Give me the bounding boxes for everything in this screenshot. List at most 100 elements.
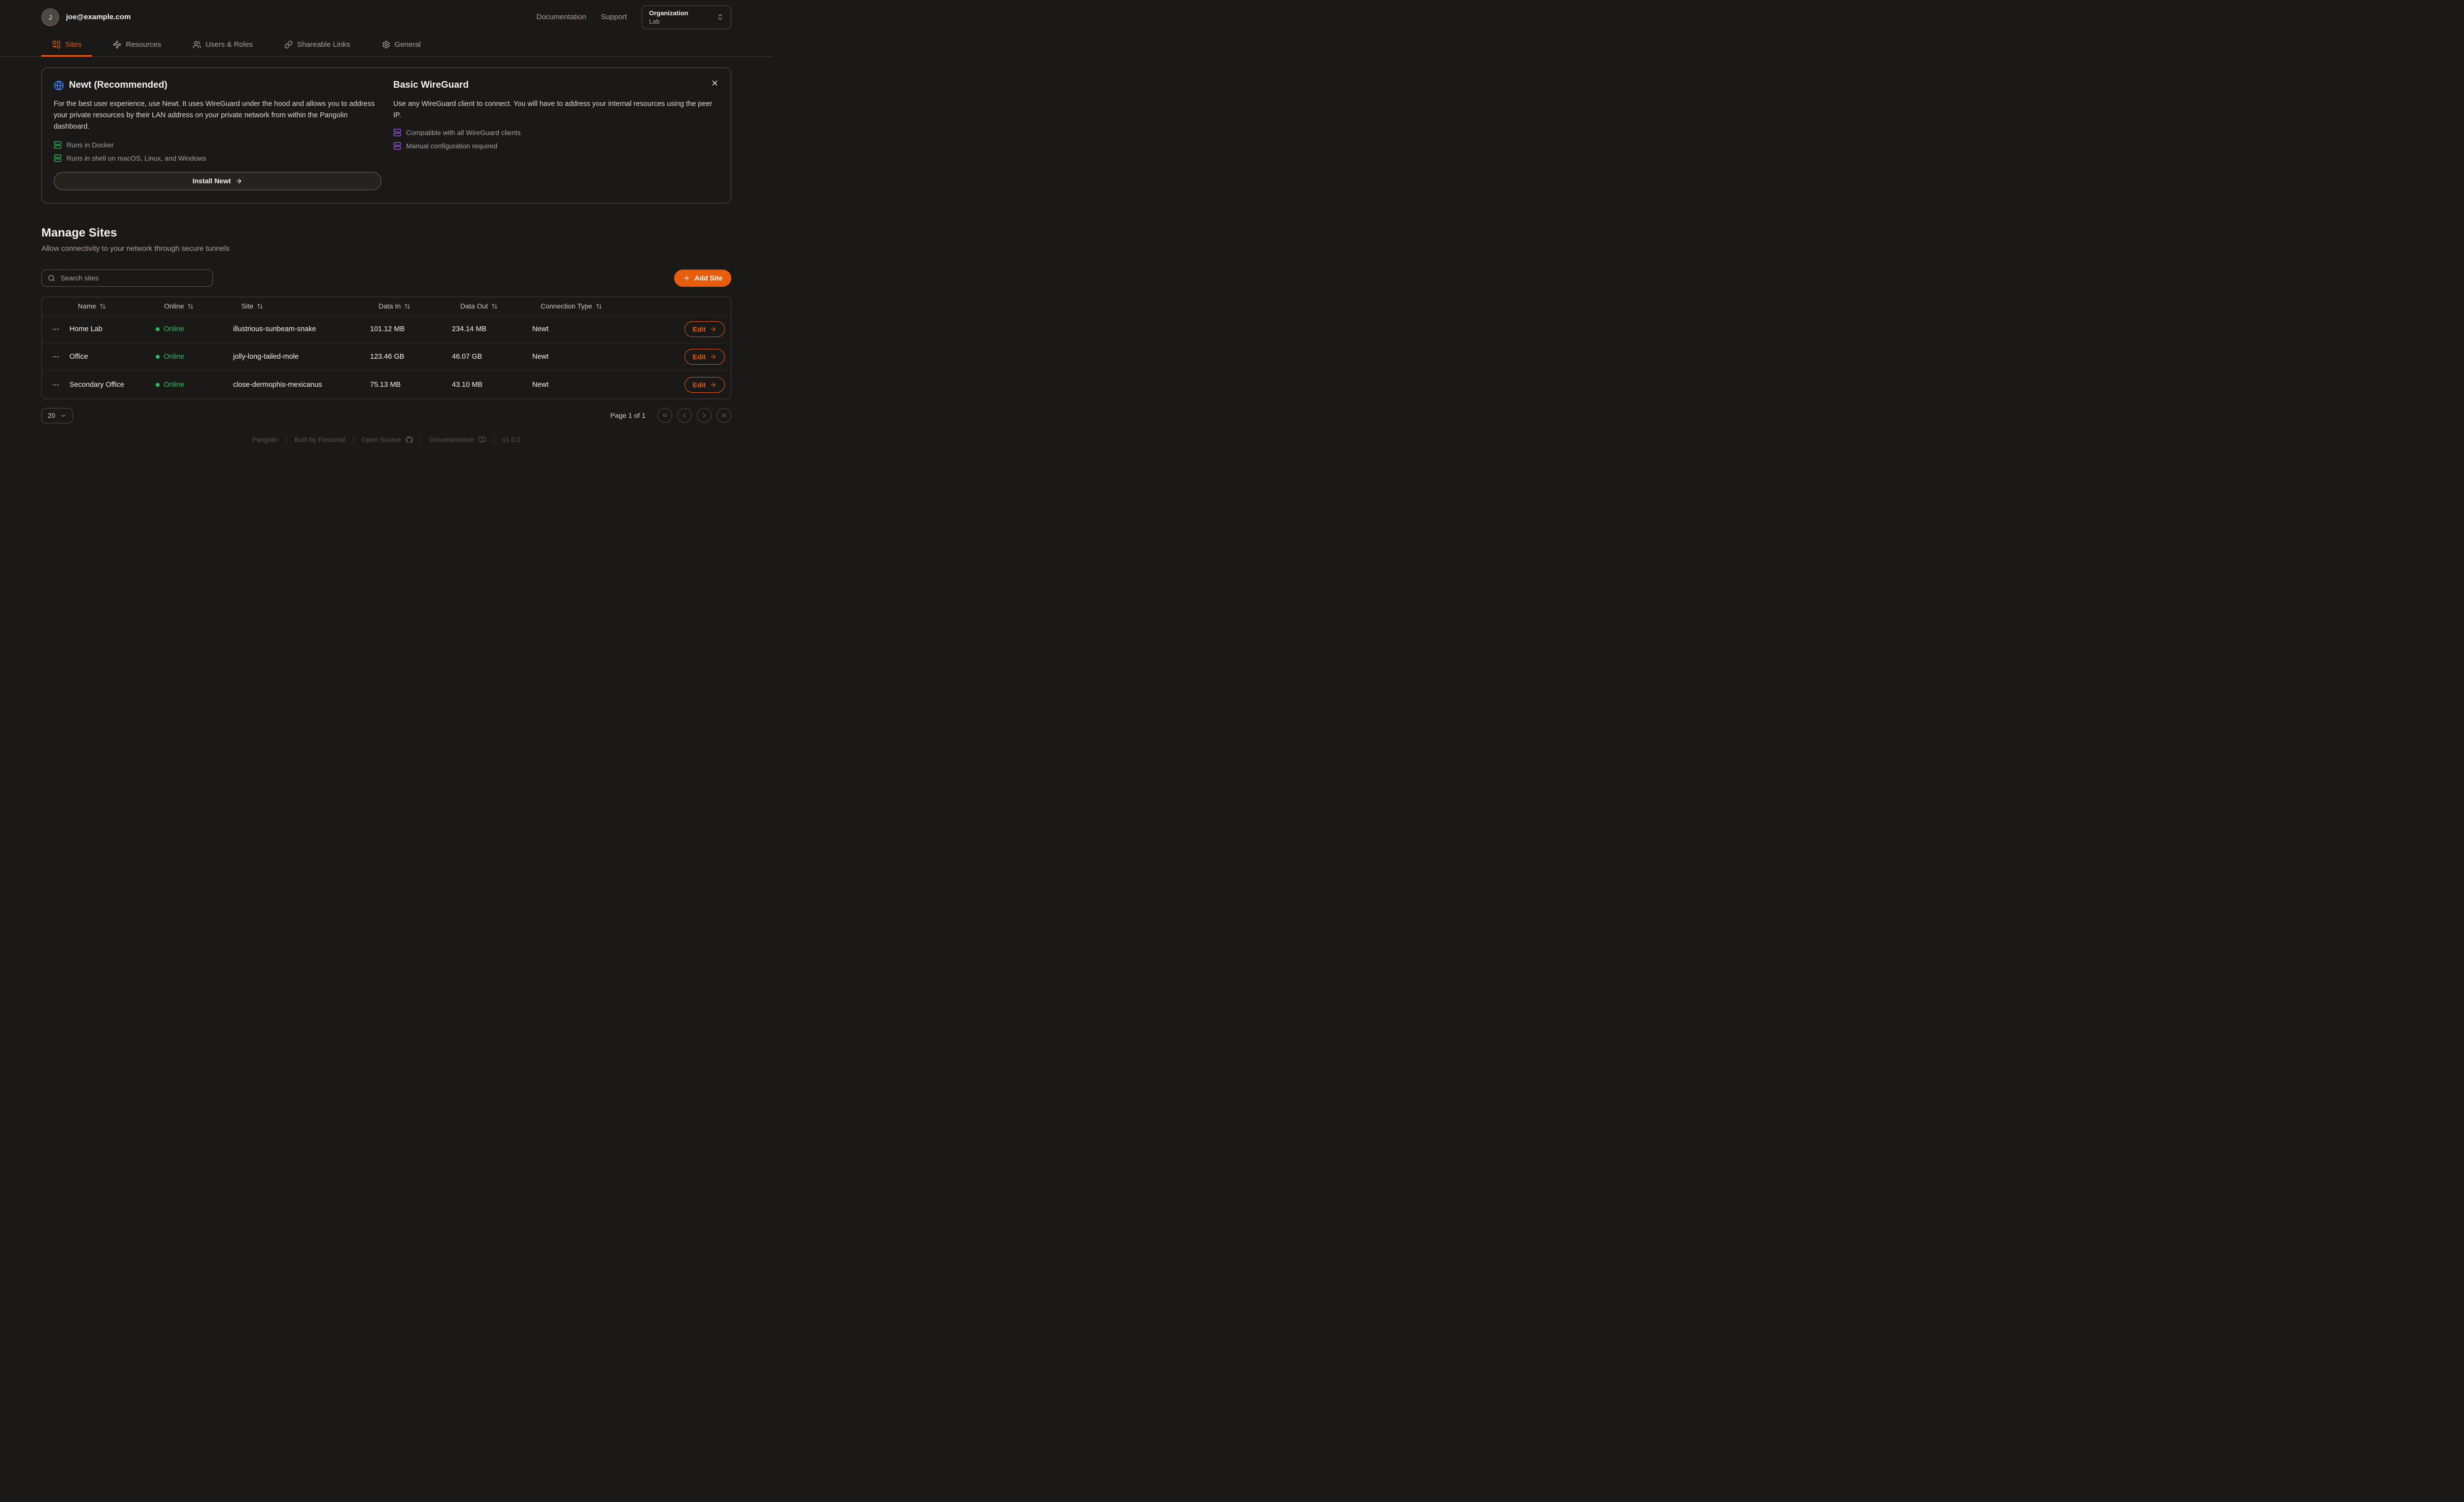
next-page-button[interactable] (697, 408, 712, 423)
tab-general[interactable]: General (371, 34, 432, 57)
site-slug: jolly-long-tailed-mole (233, 353, 299, 361)
footer-link-open-source[interactable]: Open Source (362, 436, 413, 444)
footer-version: v1.0.0 (502, 436, 521, 444)
table-row: Secondary Office Online close-dermophis-… (42, 371, 731, 399)
wireguard-feature: Manual configuration required (393, 142, 719, 150)
chevrons-left-icon (661, 412, 668, 419)
table-header-row: Name Online Site Data In Data Out Connec… (42, 297, 731, 316)
tab-label: Shareable Links (297, 40, 350, 49)
tab-label: Sites (65, 40, 82, 49)
page-size-value: 20 (48, 411, 56, 419)
search-icon (48, 274, 55, 282)
newt-column: Newt (Recommended) For the best user exp… (54, 80, 381, 190)
tab-resources[interactable]: Resources (102, 34, 172, 57)
footer: Pangolin | Built by Fossorial | Open Sou… (252, 436, 521, 444)
status-badge: Online (156, 381, 233, 389)
user-email: joe@example.com (66, 13, 131, 21)
server-icon (393, 129, 401, 137)
nav-link-documentation[interactable]: Documentation (536, 13, 586, 21)
data-out: 43.10 MB (452, 380, 483, 389)
site-slug: illustrious-sunbeam-snake (233, 325, 316, 334)
site-name: Office (69, 353, 88, 361)
online-dot-icon (156, 382, 160, 387)
last-page-button[interactable] (717, 408, 731, 423)
row-menu-ellipsis-icon[interactable] (42, 350, 69, 364)
gear-icon (382, 40, 390, 49)
avatar[interactable]: J (41, 8, 59, 26)
page-size-select[interactable]: 20 (41, 408, 73, 423)
tab-label: Resources (126, 40, 162, 49)
column-header-name[interactable]: Name (69, 302, 156, 310)
footer-link-fossorial[interactable]: Built by Fossorial (294, 436, 345, 444)
prev-page-button[interactable] (677, 408, 692, 423)
page-subtitle: Allow connectivity to your network throu… (41, 244, 230, 253)
organization-selector-label: Organization (649, 9, 688, 17)
chevron-down-icon (60, 412, 67, 419)
arrow-up-down-icon (491, 303, 498, 309)
page-info: Page 1 of 1 (610, 411, 646, 420)
column-header-data-in[interactable]: Data In (370, 302, 452, 310)
globe-icon (54, 80, 64, 91)
chevron-left-icon (681, 412, 688, 419)
install-newt-button[interactable]: Install Newt (54, 171, 381, 190)
data-out: 234.14 MB (452, 325, 487, 334)
column-header-connection-type[interactable]: Connection Type (532, 302, 646, 310)
column-header-data-out[interactable]: Data Out (452, 302, 532, 310)
arrow-up-down-icon (404, 303, 411, 309)
arrow-right-icon (710, 381, 717, 388)
book-open-icon (479, 436, 486, 444)
tab-shareable-links[interactable]: Shareable Links (274, 34, 361, 57)
organization-selector-value: Lab (649, 17, 660, 25)
footer-link-pangolin[interactable]: Pangolin (252, 436, 278, 444)
page-title: Manage Sites (41, 226, 117, 239)
first-page-button[interactable] (657, 408, 672, 423)
data-in: 75.13 MB (370, 380, 401, 389)
search-sites-box (41, 269, 213, 287)
tab-label: General (394, 40, 421, 49)
install-newt-label: Install Newt (192, 177, 231, 185)
tab-bar: Sites Resources Users & Roles Shareable … (0, 34, 773, 57)
edit-button[interactable]: Edit (684, 321, 725, 338)
chevrons-up-down-icon (717, 13, 724, 21)
top-header: J joe@example.com Documentation Support … (0, 0, 773, 34)
chevron-right-icon (701, 412, 708, 419)
connection-methods-card: Newt (Recommended) For the best user exp… (41, 68, 731, 204)
search-sites-input[interactable] (60, 273, 206, 283)
add-site-button[interactable]: Add Site (674, 269, 731, 287)
row-menu-ellipsis-icon[interactable] (42, 378, 69, 392)
arrow-up-down-icon (100, 303, 106, 309)
column-header-online[interactable]: Online (156, 302, 233, 310)
data-out: 46.07 GB (452, 353, 482, 361)
plus-icon (683, 274, 690, 282)
users-icon (193, 40, 201, 49)
edit-button[interactable]: Edit (684, 349, 725, 365)
arrow-right-icon (235, 177, 242, 185)
edit-button[interactable]: Edit (684, 376, 725, 393)
row-menu-ellipsis-icon[interactable] (42, 322, 69, 336)
github-icon (405, 436, 413, 444)
status-badge: Online (156, 353, 233, 361)
data-in: 101.12 MB (370, 325, 405, 334)
footer-link-documentation[interactable]: Documentation (429, 436, 486, 444)
sites-table: Name Online Site Data In Data Out Connec… (41, 296, 731, 399)
newt-title: Newt (Recommended) (69, 80, 168, 90)
close-icon[interactable] (709, 77, 721, 89)
site-name: Secondary Office (69, 380, 124, 389)
wireguard-feature: Compatible with all WireGuard clients (393, 129, 719, 137)
tab-users-roles[interactable]: Users & Roles (182, 34, 264, 57)
organization-selector[interactable]: Organization Lab (642, 5, 731, 29)
link-icon (284, 40, 293, 49)
tab-sites[interactable]: Sites (41, 34, 93, 57)
arrow-right-icon (710, 353, 717, 360)
column-header-site[interactable]: Site (233, 302, 370, 310)
newt-description: For the best user experience, use Newt. … (54, 100, 375, 131)
site-slug: close-dermophis-mexicanus (233, 380, 322, 389)
table-row: Home Lab Online illustrious-sunbeam-snak… (42, 316, 731, 343)
server-icon (54, 141, 62, 149)
tab-label: Users & Roles (205, 40, 253, 49)
nav-link-support[interactable]: Support (601, 13, 627, 21)
feature-label: Runs in Docker (67, 140, 114, 149)
arrow-up-down-icon (187, 303, 194, 309)
online-dot-icon (156, 327, 160, 332)
site-name: Home Lab (69, 325, 103, 334)
